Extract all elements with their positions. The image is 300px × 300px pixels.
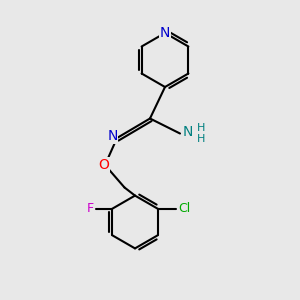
Text: N: N: [183, 125, 194, 139]
Text: Cl: Cl: [178, 202, 190, 215]
Text: N: N: [107, 130, 118, 143]
Text: H: H: [196, 134, 205, 144]
Text: F: F: [87, 202, 94, 215]
Text: H: H: [196, 123, 205, 133]
Text: O: O: [98, 158, 109, 172]
Text: N: N: [160, 26, 170, 40]
